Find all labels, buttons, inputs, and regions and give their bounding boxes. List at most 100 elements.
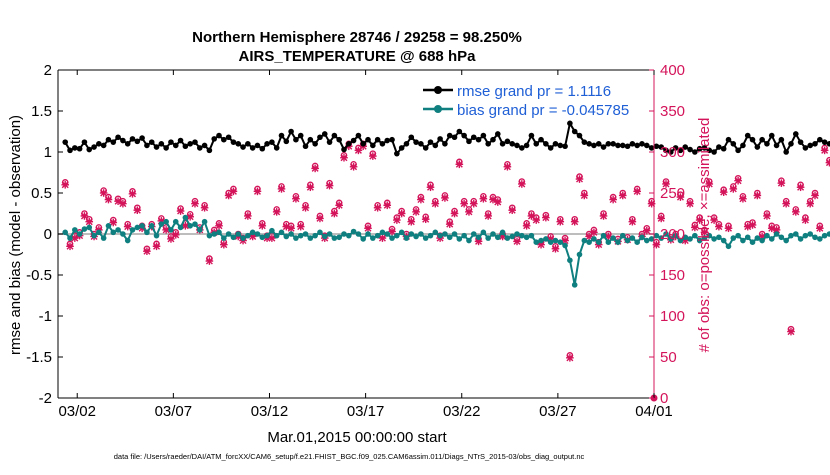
- obs-assimilated-marker: [133, 206, 142, 215]
- x-tick-label: 04/01: [635, 403, 673, 420]
- rmse-point: [374, 136, 381, 143]
- bias-point: [557, 239, 564, 245]
- bias-point: [326, 231, 333, 237]
- bias-point: [76, 231, 83, 237]
- rmse-point: [245, 141, 251, 147]
- bias-point: [129, 227, 136, 233]
- bias-point: [504, 235, 511, 241]
- bias-point: [81, 226, 88, 232]
- bias-point: [475, 234, 482, 241]
- bias-point: [797, 236, 804, 242]
- bias-point: [72, 227, 78, 233]
- rmse-point: [615, 142, 621, 149]
- bias-point: [398, 229, 405, 236]
- bias-point: [826, 231, 830, 237]
- bias-point: [182, 214, 189, 221]
- obs-assimilated-marker: [777, 179, 786, 187]
- obs-assimilated-marker: [469, 199, 478, 208]
- bias-point: [595, 239, 602, 245]
- rmse-point: [672, 145, 679, 151]
- bias-point: [615, 239, 621, 245]
- rmse-point: [821, 139, 828, 145]
- bias-point: [341, 231, 347, 237]
- rmse-point: [336, 136, 342, 143]
- x-tick-label: 03/17: [347, 403, 385, 420]
- obs-assimilated-marker: [748, 221, 757, 229]
- rmse-point: [692, 149, 698, 155]
- rmse-point: [427, 139, 434, 145]
- rmse-point: [211, 136, 218, 142]
- obs-assimilated-marker: [311, 164, 319, 173]
- rmse-point: [749, 136, 756, 143]
- legend-rmse-marker: [434, 86, 442, 94]
- rmse-point: [120, 137, 126, 144]
- bias-point: [288, 231, 294, 237]
- bias-point: [716, 234, 722, 241]
- obs-assimilated-marker: [397, 209, 406, 218]
- rmse-point: [817, 136, 823, 143]
- y-right-tick-label: 50: [660, 349, 677, 366]
- obs-assimilated-marker: [128, 190, 137, 198]
- rmse-point: [643, 142, 650, 149]
- rmse-point: [408, 134, 415, 141]
- bias-point: [610, 235, 616, 241]
- y-right-tick-label: 100: [660, 308, 685, 325]
- bias-point: [437, 232, 443, 239]
- bias-point: [735, 232, 741, 239]
- rmse-point: [341, 146, 347, 153]
- x-tick-label: 03/12: [251, 403, 289, 420]
- rmse-point: [312, 141, 318, 147]
- bias-point: [807, 231, 814, 237]
- rmse-point: [470, 134, 477, 141]
- obs-assimilated-marker: [186, 212, 194, 221]
- y-right-tick-label: 300: [660, 144, 685, 161]
- obs-assimilated-marker: [220, 240, 228, 249]
- bias-point: [134, 224, 141, 231]
- bias-point: [754, 235, 761, 241]
- rmse-point: [124, 141, 131, 147]
- rmse-point: [187, 141, 193, 147]
- obs-assimilated-marker: [369, 152, 377, 160]
- bias-point: [480, 229, 487, 236]
- rmse-point: [206, 147, 213, 154]
- bias-point: [744, 234, 751, 241]
- bias-point: [105, 223, 112, 229]
- rmse-point: [76, 145, 83, 152]
- obs-assimilated-marker: [729, 185, 738, 193]
- obs-assimilated-marker: [532, 216, 541, 224]
- bias-point: [668, 236, 674, 242]
- rmse-point: [687, 146, 693, 153]
- bias-point: [418, 231, 424, 237]
- obs-assimilated-marker: [143, 247, 151, 256]
- rmse-point: [663, 147, 669, 154]
- rmse-point: [509, 141, 516, 147]
- rmse-point: [297, 132, 304, 139]
- obs-assimilated-marker: [109, 218, 118, 227]
- bias-point: [456, 236, 463, 242]
- bias-point: [221, 235, 227, 241]
- rmse-point: [398, 145, 405, 151]
- rmse-point: [759, 136, 765, 143]
- rmse-point: [422, 145, 429, 151]
- obs-assimilated-marker: [806, 199, 815, 208]
- bias-point: [211, 231, 218, 237]
- bias-point: [331, 235, 338, 241]
- rmse-point: [744, 132, 751, 139]
- bias-point: [817, 236, 823, 242]
- bias-point: [663, 231, 669, 237]
- bias-point: [307, 235, 314, 241]
- bias-point: [446, 234, 453, 241]
- obs-assimilated-marker: [364, 224, 372, 233]
- bias-point: [379, 229, 386, 236]
- bias-point: [206, 232, 213, 239]
- rmse-point: [432, 142, 439, 149]
- obs-assimilated-marker: [551, 244, 560, 253]
- obs-assimilated-marker: [508, 206, 517, 215]
- bias-point: [778, 234, 785, 241]
- y-right-tick-label: 200: [660, 226, 685, 243]
- bias-point: [802, 232, 809, 239]
- obs-assimilated-marker: [662, 180, 670, 188]
- obs-assimilated-marker: [61, 181, 70, 189]
- bias-point: [677, 237, 684, 244]
- obs-assimilated-marker: [753, 191, 762, 200]
